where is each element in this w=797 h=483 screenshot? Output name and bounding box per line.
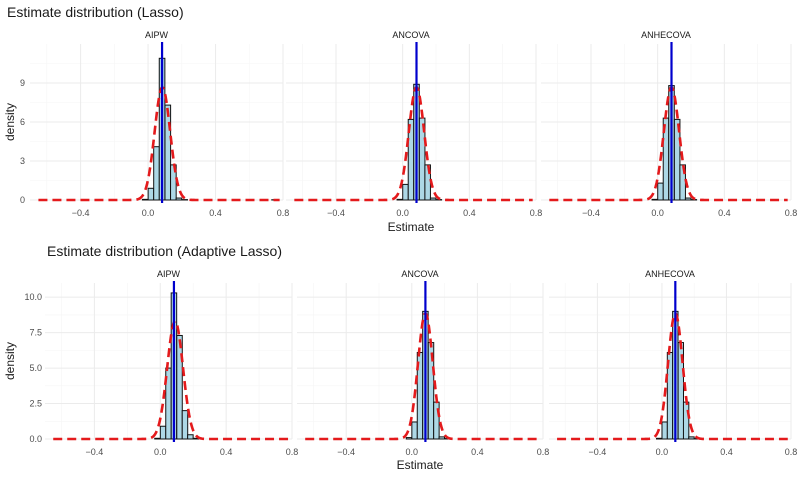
facet-panel-anhecova: ANHECOVA −0.4 0.0 0.4 0.8	[541, 30, 797, 218]
histogram-bar	[683, 402, 688, 439]
histogram-bar	[662, 422, 667, 439]
histogram-bar	[657, 438, 662, 439]
facet-panel-anhecova: ANHECOVA −0.4 0.0 0.4 0.8	[549, 269, 797, 457]
histogram-bar	[397, 199, 403, 200]
x-tick-label: 0.0	[406, 447, 419, 457]
histogram-bar	[685, 198, 691, 200]
x-tick-label: 0.4	[720, 447, 733, 457]
x-tick-label: 0.4	[220, 447, 233, 457]
x-tick-label: −0.4	[86, 447, 104, 457]
histogram-bar	[412, 422, 417, 439]
histogram-bar	[165, 105, 171, 200]
facet-panel-aipw: AIPW −0.4 0.0 0.4 0.8 0.0 2.5 5.0 7.5 10.0	[24, 269, 298, 457]
x-tick-label: 0.8	[785, 447, 797, 457]
facet-strip-label: ANHECOVA	[641, 30, 691, 40]
y-tick-label: 5.0	[29, 363, 42, 373]
histogram-bar	[155, 438, 160, 439]
chart-block-2: Estimate distribution (Adaptive Lasso) AI…	[3, 243, 797, 472]
x-tick-label: 0.4	[463, 208, 476, 218]
x-tick-label: 0.0	[142, 208, 155, 218]
x-tick-label: 0.8	[530, 208, 543, 218]
facet-strip-label: ANHECOVA	[645, 269, 695, 279]
x-tick-label: 0.8	[785, 208, 797, 218]
facet-panel-aipw: AIPW −0.4 0.0 0.4 0.8 0 3 6 9	[20, 30, 289, 218]
y-tick-label: 0.0	[29, 434, 42, 444]
histogram-bar	[430, 198, 436, 200]
chart-block-1: Estimate distribution (Lasso) AIPW −0.4 0.0…	[3, 4, 797, 234]
x-tick-label: 0.4	[209, 208, 222, 218]
x-tick-label: −0.4	[589, 447, 607, 457]
histogram-bar	[177, 335, 182, 439]
histogram-bar	[176, 198, 182, 200]
histogram-bar	[406, 438, 411, 439]
x-tick-label: 0.8	[277, 208, 290, 218]
histogram-bar	[148, 188, 154, 200]
x-tick-label: 0.4	[471, 447, 484, 457]
y-axis-label: density	[3, 342, 17, 380]
histogram-bar	[154, 147, 160, 200]
x-tick-label: 0.0	[651, 208, 664, 218]
histogram-bar	[403, 184, 409, 200]
y-tick-label: 0	[20, 195, 25, 205]
x-axis-label: Estimate	[388, 220, 435, 234]
x-tick-label: −0.4	[72, 208, 90, 218]
y-axis-label: density	[3, 103, 17, 141]
histogram-bar	[160, 426, 165, 439]
y-tick-label: 9	[20, 78, 25, 88]
y-tick-label: 6	[20, 117, 25, 127]
y-tick-label: 7.5	[29, 328, 42, 338]
x-tick-label: −0.4	[582, 208, 600, 218]
facet-panel-ancova: ANCOVA −0.4 0.0 0.4 0.8	[286, 30, 542, 218]
chart-title: Estimate distribution (Adaptive Lasso)	[47, 243, 282, 259]
x-tick-label: 0.8	[537, 447, 550, 457]
y-tick-label: 10.0	[24, 292, 42, 302]
x-tick-label: 0.0	[154, 447, 167, 457]
x-tick-label: −0.4	[337, 447, 355, 457]
facet-strip-label: AIPW	[157, 269, 181, 279]
facet-strip-label: ANCOVA	[401, 269, 438, 279]
histogram-bar	[434, 402, 439, 439]
x-axis-label: Estimate	[397, 458, 444, 472]
histogram-bar	[658, 183, 664, 200]
histogram-bar	[439, 437, 444, 439]
histogram-bar	[142, 199, 148, 200]
histogram-bar	[652, 199, 658, 200]
chart-title: Estimate distribution (Lasso)	[7, 4, 184, 20]
x-tick-label: 0.0	[396, 208, 409, 218]
x-tick-label: 0.8	[286, 447, 299, 457]
y-tick-label: 3	[20, 156, 25, 166]
x-tick-label: 0.4	[718, 208, 731, 218]
y-tick-label: 2.5	[29, 399, 42, 409]
x-tick-label: 0.0	[656, 447, 669, 457]
x-tick-label: −0.4	[327, 208, 345, 218]
facet-strip-label: AIPW	[145, 30, 169, 40]
histogram-bar	[182, 411, 187, 439]
histogram-bar	[188, 435, 193, 439]
facet-strip-label: ANCOVA	[392, 30, 429, 40]
histogram-bar	[689, 437, 694, 439]
facet-panel-ancova: ANCOVA −0.4 0.0 0.4 0.8	[297, 269, 549, 457]
